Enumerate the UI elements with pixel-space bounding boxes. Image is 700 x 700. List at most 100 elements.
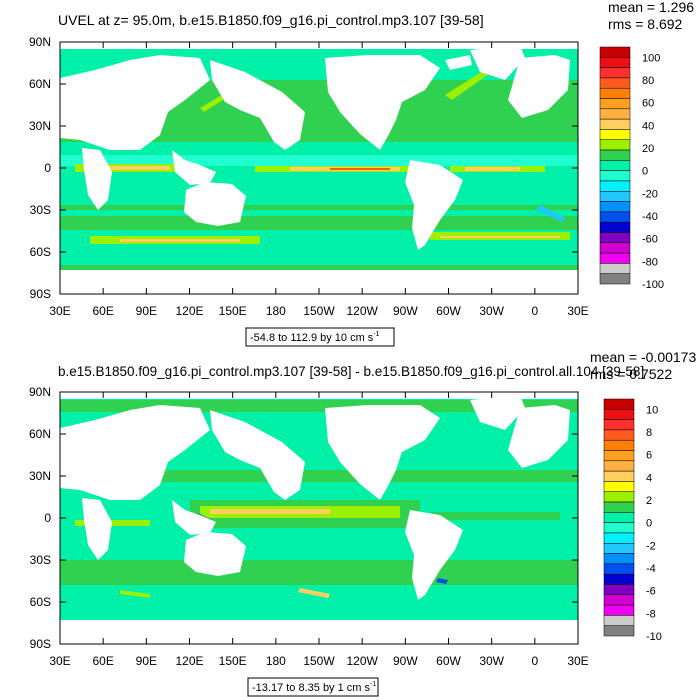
x-tick-label: 30E bbox=[567, 304, 588, 318]
x-tick-label: 90W bbox=[393, 654, 418, 668]
colorbar-swatch bbox=[599, 57, 631, 68]
field-band bbox=[465, 167, 520, 171]
field-band bbox=[440, 236, 560, 238]
colorbar-swatch bbox=[603, 532, 635, 544]
field-band bbox=[120, 590, 150, 598]
colorbar-swatch bbox=[603, 615, 635, 626]
x-tick-label: 120E bbox=[175, 304, 203, 318]
y-tick-label: 90S bbox=[30, 637, 51, 651]
colorbar-swatch bbox=[603, 512, 635, 523]
colorbar-swatch bbox=[603, 573, 635, 585]
colorbar-label: 4 bbox=[646, 472, 652, 484]
colorbar-swatch bbox=[599, 201, 631, 213]
field-band bbox=[60, 216, 578, 230]
colorbar-label: 80 bbox=[642, 75, 654, 87]
colorbar-swatch bbox=[603, 481, 635, 492]
x-tick-label: 120W bbox=[346, 654, 378, 668]
colorbar-swatch bbox=[603, 429, 635, 441]
colorbar-label: -20 bbox=[642, 188, 658, 200]
mean-label: mean = -0.00173 bbox=[590, 349, 696, 365]
panel-upper: UVEL at z= 95.0m, b.e15.B1850.f09_g16.pi… bbox=[29, 0, 694, 347]
colorbar-swatch bbox=[599, 108, 631, 120]
colorbar-swatch bbox=[599, 98, 631, 110]
field-band bbox=[537, 205, 565, 222]
x-tick-label: 30W bbox=[479, 304, 504, 318]
colorbar-swatch bbox=[603, 625, 635, 637]
y-tick-label: 90N bbox=[29, 385, 51, 399]
colorbar-label: 0 bbox=[642, 166, 648, 178]
mean-label: mean = 1.296 bbox=[608, 0, 694, 15]
x-tick-label: 30E bbox=[49, 654, 70, 668]
colorbar-swatch bbox=[603, 470, 635, 482]
field-band bbox=[60, 142, 578, 205]
colorbar-swatch bbox=[603, 553, 635, 565]
colorbar-swatch bbox=[599, 149, 631, 161]
colorbar-swatch bbox=[603, 491, 635, 503]
y-tick-label: 60N bbox=[29, 427, 51, 441]
colorbar-swatch bbox=[599, 180, 631, 192]
colorbar-label: -4 bbox=[646, 563, 656, 575]
range-label: -13.17 to 8.35 by 1 cm s-1 bbox=[252, 681, 376, 694]
map-field bbox=[60, 42, 578, 294]
x-tick-label: 150W bbox=[303, 304, 335, 318]
colorbar-label: 20 bbox=[642, 143, 654, 155]
colorbar-swatch bbox=[599, 263, 631, 274]
field-band bbox=[210, 509, 330, 514]
y-tick-label: 30N bbox=[29, 119, 51, 133]
axis-ticks: 30E 60E 90E 120E 150E 180 150W 120W 90W 60W 30W 0 30… bbox=[29, 35, 589, 318]
colorbar-swatch bbox=[599, 242, 631, 254]
field-band bbox=[60, 470, 578, 482]
colorbar-label: 60 bbox=[642, 98, 654, 110]
colorbar-swatch bbox=[603, 543, 635, 554]
colorbar-swatch bbox=[603, 409, 635, 420]
x-tick-label: 150E bbox=[219, 304, 247, 318]
colorbar-swatch bbox=[599, 273, 631, 285]
x-tick-label: 120E bbox=[175, 654, 203, 668]
x-tick-label: 30E bbox=[49, 304, 70, 318]
colorbar-swatch bbox=[603, 594, 635, 606]
land-mask bbox=[60, 392, 578, 644]
colorbar-label: -2 bbox=[646, 540, 656, 552]
field-band bbox=[298, 588, 330, 598]
colorbar-label: 2 bbox=[646, 495, 652, 507]
colorbar-swatch bbox=[603, 419, 635, 431]
colorbar-swatch bbox=[599, 170, 631, 182]
colorbar-swatch bbox=[599, 211, 631, 223]
colorbar-swatch bbox=[599, 232, 631, 244]
colorbar-swatch bbox=[603, 450, 635, 462]
colorbar-label: 8 bbox=[646, 427, 652, 439]
colorbar-swatch bbox=[603, 584, 635, 596]
range-label: -54.8 to 112.9 by 10 cm s-1 bbox=[250, 331, 380, 344]
colorbar-swatch bbox=[599, 129, 631, 140]
y-tick-label: 90N bbox=[29, 35, 51, 49]
x-tick-label: 180 bbox=[266, 304, 286, 318]
x-tick-label: 90W bbox=[393, 304, 418, 318]
colorbar-label: 100 bbox=[642, 52, 660, 64]
colorbar-swatch bbox=[599, 67, 631, 79]
y-tick-label: 90S bbox=[30, 287, 51, 301]
x-tick-label: 30E bbox=[567, 654, 588, 668]
x-tick-label: 60W bbox=[436, 304, 461, 318]
colorbar-swatch bbox=[599, 139, 631, 151]
y-tick-label: 60N bbox=[29, 77, 51, 91]
colorbar-swatch bbox=[599, 46, 631, 58]
colorbar-swatch bbox=[603, 460, 635, 472]
field-band bbox=[60, 560, 578, 585]
colorbar-swatch bbox=[599, 160, 631, 171]
colorbar-swatch bbox=[603, 563, 635, 575]
colorbar-swatch bbox=[603, 398, 635, 410]
range-label-box: -54.8 to 112.9 by 10 cm s-1 bbox=[245, 327, 395, 347]
x-tick-label: 120W bbox=[346, 304, 378, 318]
colorbar-label: -40 bbox=[642, 211, 658, 223]
x-tick-label: 60W bbox=[436, 654, 461, 668]
colorbar-label: 10 bbox=[646, 404, 658, 416]
colorbar-label: -100 bbox=[642, 279, 664, 291]
y-tick-label: 0 bbox=[44, 161, 51, 175]
colorbar-swatch bbox=[603, 522, 635, 534]
map-field bbox=[60, 392, 578, 644]
colorbar-swatch bbox=[599, 191, 631, 202]
x-tick-label: 90E bbox=[136, 654, 157, 668]
colorbar: 10 8 6 4 2 0 -2 -4 -6 -8 -10 bbox=[603, 398, 662, 643]
field-band bbox=[330, 168, 390, 170]
field-band bbox=[120, 239, 240, 242]
